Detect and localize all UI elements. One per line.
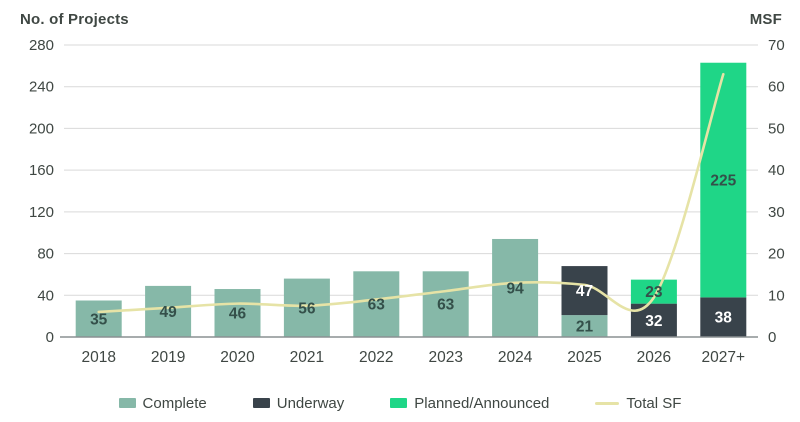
bar-value-label: 49 [159, 304, 177, 321]
left-axis-tick-label: 0 [46, 329, 54, 346]
bar-segment-complete-2024 [492, 238, 539, 337]
bar-segment-planned-announced-2026 [630, 279, 677, 304]
legend-item-planned-announced: Planned/Announced [390, 395, 549, 412]
left-axis-tick-label: 160 [29, 162, 54, 179]
legend-label: Complete [142, 394, 207, 412]
bar-value-label: 47 [576, 283, 593, 300]
right-axis-tick-label: 10 [768, 287, 785, 304]
bar-segment-complete-2019 [145, 285, 192, 337]
legend-swatch [252, 398, 270, 408]
bar-segment-underway-2027+ [700, 297, 747, 337]
bar-segment-complete-2025 [561, 315, 608, 337]
bar-value-label: 56 [298, 300, 316, 317]
bar-segment-complete-2018 [75, 300, 122, 337]
chart-legend: Complete Underway Planned/Announced Total S… [0, 391, 800, 415]
legend-item-total-sf: Total SF [595, 395, 681, 412]
legend-swatch [118, 398, 136, 408]
bar-value-label: 32 [645, 313, 662, 330]
legend-label: Total SF [626, 394, 682, 412]
x-axis-label: 2026 [637, 349, 671, 366]
x-axis-label: 2018 [81, 349, 115, 366]
x-axis-label: 2027+ [702, 349, 746, 366]
total-sf-line [97, 72, 725, 314]
bar-segment-planned-announced-2027+ [700, 62, 747, 298]
bar-value-label: 63 [437, 297, 455, 314]
left-axis-tick-label: 40 [37, 287, 54, 304]
legend-swatch [595, 401, 620, 405]
x-axis-label: 2025 [567, 349, 601, 366]
left-axis-tick-label: 120 [29, 204, 54, 221]
bar-segment-complete-2020 [214, 289, 261, 337]
right-axis-tick-label: 40 [768, 162, 785, 179]
right-axis-title: MSF [749, 11, 782, 28]
right-axis-tick-label: 70 [768, 37, 785, 54]
bar-value-label: 225 [710, 173, 736, 190]
x-axis-label: 2019 [151, 349, 185, 366]
legend-item-underway: Underway [252, 394, 345, 412]
bar-value-label: 38 [715, 310, 733, 327]
bar-value-label: 94 [506, 280, 524, 297]
bar-segment-complete-2021 [283, 278, 330, 337]
left-axis-tick-label: 280 [29, 37, 54, 54]
x-axis-label: 2020 [220, 349, 255, 366]
x-axis-label: 2021 [290, 349, 324, 366]
legend-label: Planned/Announced [414, 394, 550, 412]
x-axis-label: 2022 [359, 349, 393, 366]
bar-value-label: 21 [576, 319, 594, 336]
x-axis-label: 2023 [428, 349, 462, 366]
left-axis-tick-label: 200 [29, 120, 54, 137]
left-axis-title: No. of Projects [20, 11, 129, 28]
left-axis-tick-label: 80 [37, 246, 54, 263]
left-axis-tick-label: 240 [29, 79, 54, 96]
bar-value-label: 63 [368, 297, 386, 314]
bar-segment-complete-2023 [422, 271, 469, 337]
bar-value-label: 35 [90, 311, 108, 328]
right-axis-tick-label: 0 [768, 329, 776, 346]
legend-item-complete: Complete [118, 394, 207, 412]
x-axis-label: 2024 [498, 349, 533, 366]
legend-swatch [390, 398, 408, 408]
right-axis-tick-label: 60 [768, 79, 785, 96]
right-axis-tick-label: 20 [768, 246, 785, 263]
right-axis-tick-label: 30 [768, 204, 785, 221]
chart-canvas: 280 70 240 60 200 50 160 40 120 30 80 20 40 10 0 0 35 49 4… [29, 37, 785, 366]
right-axis-tick-label: 50 [768, 120, 785, 137]
legend-label: Underway [276, 394, 345, 412]
bar-segment-complete-2022 [353, 271, 400, 337]
bar-value-label: 46 [229, 306, 247, 323]
bar-value-label: 23 [645, 284, 663, 301]
